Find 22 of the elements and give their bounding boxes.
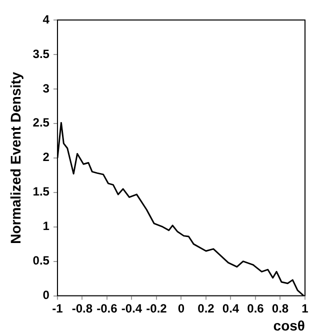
y-tick-label: 3 (42, 81, 50, 96)
x-tick-label: -0.4 (121, 301, 142, 316)
y-tick-label: 3.5 (32, 46, 50, 61)
x-tick-label: 0 (178, 301, 185, 316)
x-tick-label: -1 (52, 301, 64, 316)
x-axis-title: cosθ (273, 317, 305, 334)
y-tick-label: 2 (42, 150, 50, 164)
y-tick-label: 2.5 (32, 116, 50, 130)
y-tick-label: 1 (42, 219, 50, 234)
x-tick-label: -0.2 (146, 301, 168, 316)
y-axis-title: Normalized Event Density (7, 72, 24, 244)
x-tick-label: -0.8 (72, 301, 93, 316)
y-tick-label: 4 (42, 12, 50, 26)
x-tick-label: 0.6 (247, 301, 264, 316)
y-tick-label: 0 (42, 288, 50, 302)
x-tick-label: 1 (302, 301, 309, 316)
x-tick-label: 0.2 (198, 301, 215, 316)
x-tick-label: -0.6 (96, 301, 118, 316)
x-tick-label: 0.8 (272, 301, 289, 316)
y-tick-label: 1.5 (32, 184, 50, 199)
y-tick-label: 0.5 (32, 254, 50, 268)
x-tick-label: 0.4 (222, 301, 240, 316)
